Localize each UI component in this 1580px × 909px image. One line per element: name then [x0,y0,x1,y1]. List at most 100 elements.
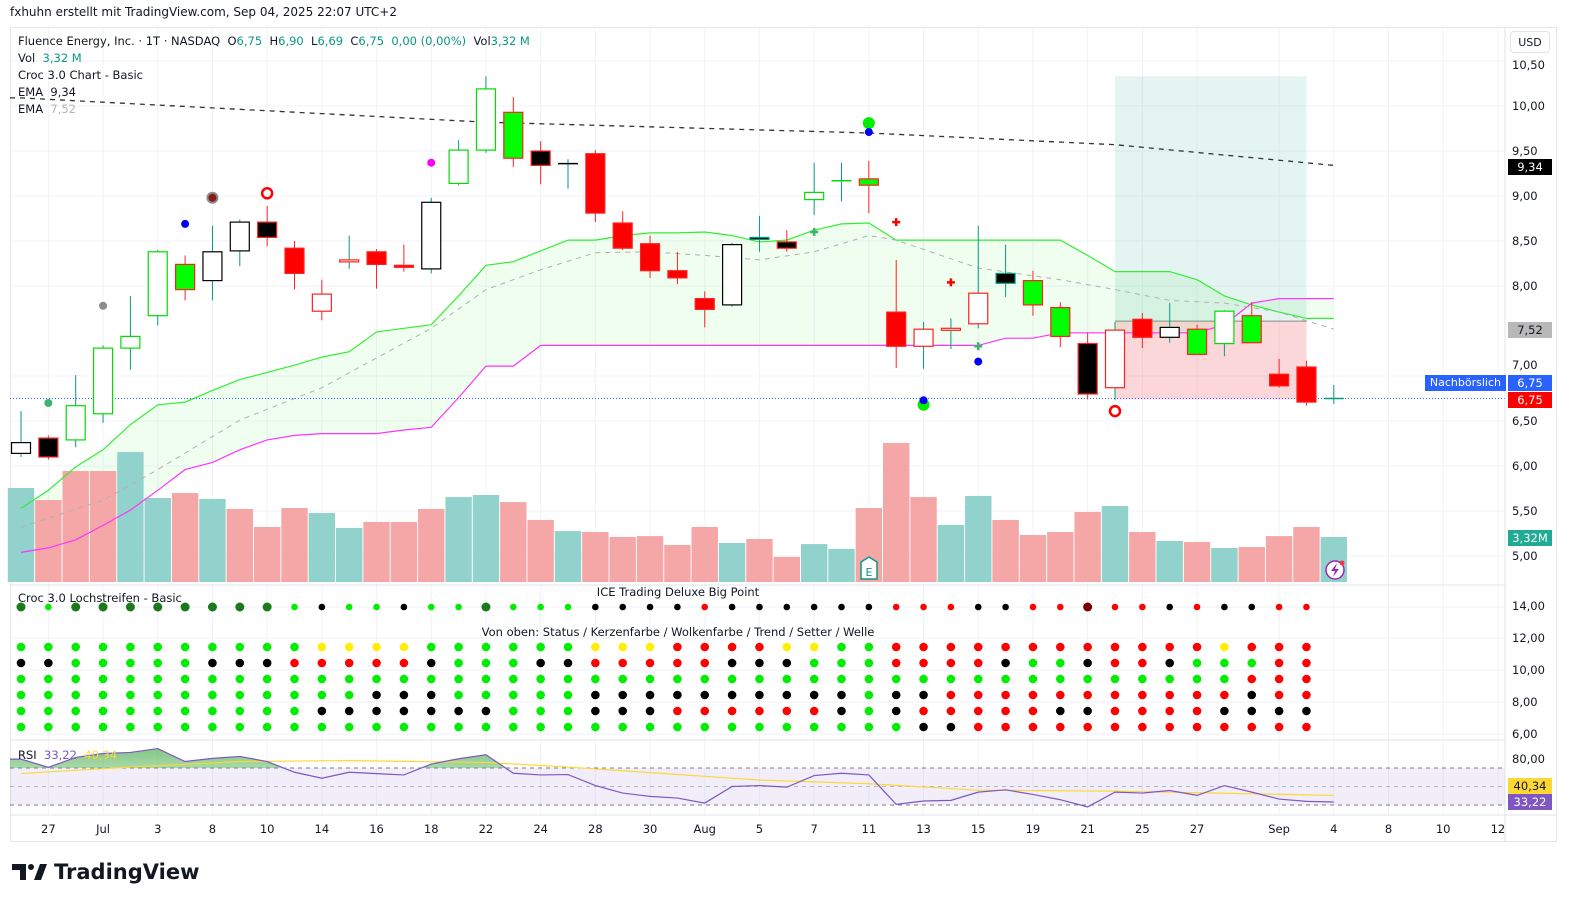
volume-bar [144,497,171,582]
rsi-legend[interactable]: RSI 33,22 40,34 [18,748,117,762]
candle[interactable] [804,162,825,215]
candle[interactable] [120,295,141,370]
candle[interactable] [1077,332,1098,400]
candle[interactable] [229,219,250,267]
candle[interactable] [503,97,524,168]
time-tick-label: Sep [1268,822,1290,836]
tradingview-logo[interactable]: TradingView [12,860,199,884]
candle[interactable] [940,318,962,349]
candle[interactable] [10,411,32,457]
status-dot [1247,674,1257,684]
candle[interactable] [1022,270,1044,316]
status-dot [1083,722,1092,732]
candle[interactable] [311,279,332,321]
ema-fast-legend[interactable]: EMA 7,52 [18,102,76,116]
candle[interactable] [38,435,59,460]
candle[interactable] [558,159,578,189]
status-dot [618,722,627,732]
candle[interactable] [612,211,633,250]
candle[interactable] [749,215,770,252]
status-dot [126,722,135,732]
status-dot [399,642,409,652]
status-dot [673,690,682,700]
lightning-icon[interactable] [1325,560,1345,580]
status-dot [809,690,819,700]
candle[interactable] [667,251,688,285]
candle[interactable] [995,244,1016,297]
candle[interactable] [639,235,661,278]
candle[interactable] [721,242,743,307]
candle[interactable] [1241,302,1262,344]
candle[interactable] [448,140,469,186]
status-dot [235,658,245,668]
candle[interactable] [257,205,278,247]
symbol-legend[interactable]: Fluence Energy, Inc. · 1T · NASDAQ O6,75… [18,34,530,48]
candle[interactable] [858,160,879,214]
candle[interactable] [530,141,551,185]
candle[interactable] [831,162,852,202]
status-dot [71,642,80,652]
candle-body [612,222,633,249]
candle-body [1159,326,1180,338]
candle[interactable] [475,76,497,153]
position-tool[interactable] [1115,76,1307,400]
candle-body [257,221,278,239]
candle-body [804,191,825,201]
status-dot [153,690,163,700]
status-dot [727,690,737,700]
candle[interactable] [175,255,196,301]
candle[interactable] [366,249,387,289]
earnings-badge[interactable]: E [860,556,878,580]
time-tick-label: 19 [1025,822,1041,836]
candle[interactable] [776,230,797,252]
status-dot [591,722,600,732]
candle[interactable] [694,291,715,328]
candle[interactable] [585,150,606,223]
candle[interactable] [421,197,442,274]
candle[interactable] [1050,302,1071,348]
status-dot [673,722,682,732]
price-tick-label: 6,50 [1512,414,1538,428]
currency-button[interactable]: USD [1510,31,1550,53]
status-dot [782,674,792,684]
candle[interactable] [913,322,934,369]
candle[interactable] [147,250,168,326]
candle[interactable] [65,375,86,448]
status-dot [509,722,518,732]
candle[interactable] [1132,313,1153,349]
candle[interactable] [92,345,114,423]
candle[interactable] [1159,303,1180,343]
candle[interactable] [968,225,989,329]
status-dot [208,674,217,684]
volume-bar [199,498,226,582]
candle[interactable] [202,225,223,301]
volume-legend[interactable]: Vol 3,32 M [18,51,82,65]
status-dot [891,706,901,716]
afterhours-label: Nachbörslich [1424,375,1506,391]
status-dot [344,642,354,652]
candle[interactable] [284,241,305,290]
status-dot [1165,706,1174,716]
lochstreifen-title[interactable]: Croc 3.0 Lochstreifen - Basic [18,591,182,605]
status-dot [536,642,545,652]
status-dot [864,658,874,668]
candle[interactable] [1104,322,1126,401]
status-dot [837,642,846,652]
candle[interactable] [339,235,360,269]
signal-cross [974,342,983,351]
lochstreifen-axis-label: 12,00 [1512,631,1545,645]
ema-slow-legend[interactable]: EMA 9,34 [18,85,76,99]
status-dot [946,642,956,652]
candle[interactable] [886,259,907,368]
status-dot [809,642,819,652]
croc-legend[interactable]: Croc 3.0 Chart - Basic [18,68,143,82]
candle[interactable] [1296,360,1317,406]
candle[interactable] [393,244,414,272]
candlesticks[interactable] [10,76,1344,460]
candle[interactable] [1186,324,1208,356]
signal-markers [44,117,1122,418]
candle[interactable] [1214,310,1235,357]
candle[interactable] [1323,385,1344,404]
candle[interactable] [1268,358,1290,388]
